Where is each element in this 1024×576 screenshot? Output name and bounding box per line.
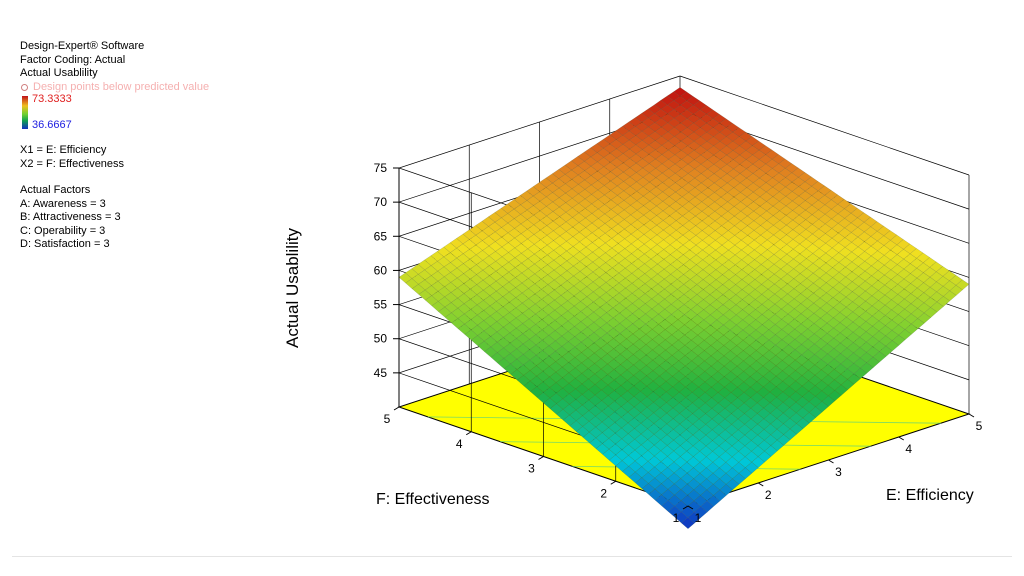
z-tick-label: 75 [374,161,388,175]
y-axis-label: F: Effectiveness [376,491,490,508]
design-points-note: Design points below predicted value [20,81,209,95]
z-tick-label: 50 [374,332,388,346]
f-tick-label: 2 [600,486,607,500]
e-tick-label: 3 [835,465,842,479]
e-tick [968,413,975,418]
factor-b: B: Attractiveness = 3 [20,211,121,223]
factor-a: A: Awareness = 3 [20,197,106,210]
f-tick-label: 5 [384,412,391,426]
color-scale: 73.3333 36.6667 [20,93,209,131]
z-tick-label: 70 [374,195,388,209]
e-tick [757,482,764,487]
e-tick-label: 5 [976,419,983,433]
e-tick [898,436,905,441]
color-scale-high: 73.3333 [32,93,72,105]
x1-definition: X1 = E: Efficiency [20,144,107,156]
e-tick-label: 2 [765,488,772,502]
z-axis-label: Actual Usablility [283,228,302,348]
bottom-divider [12,556,1012,557]
e-tick-label: 4 [905,442,912,456]
factor-c: C: Operability = 3 [20,224,106,237]
actual-factors-title: Actual Factors [20,184,91,196]
z-tick-label: 60 [374,263,388,277]
f-tick-label: 4 [456,437,463,451]
design-point-icon [21,83,28,91]
factor-d: D: Satisfaction = 3 [20,238,110,250]
z-tick-label: 45 [374,366,388,380]
e-tick [687,505,694,510]
software-name: Design-Expert® Software [20,40,145,52]
z-grid-line-right [679,75,970,176]
factor-coding: Factor Coding: Actual [20,53,126,66]
color-scale-bar [22,96,28,129]
f-tick [682,505,689,510]
f-tick [465,431,472,436]
surface-cell [681,517,695,529]
x-axis-label: E: Efficiency [886,487,974,504]
f-tick [538,456,544,460]
f-tick [393,406,400,411]
e-tick-label: 1 [695,511,702,525]
z-tick-label: 65 [374,229,388,243]
f-tick-label: 3 [528,462,535,476]
plot-legend: Design-Expert® Software Factor Coding: A… [20,40,209,252]
z-tick-label: 55 [374,298,388,312]
response-name: Actual Usablility [20,67,98,79]
color-scale-low: 36.6667 [32,119,72,131]
x2-definition: X2 = F: Effectiveness [20,157,125,170]
e-tick [828,459,834,464]
f-tick-label: 1 [673,511,680,525]
design-points-text: Design points below predicted value [33,80,210,93]
f-tick [610,480,617,485]
